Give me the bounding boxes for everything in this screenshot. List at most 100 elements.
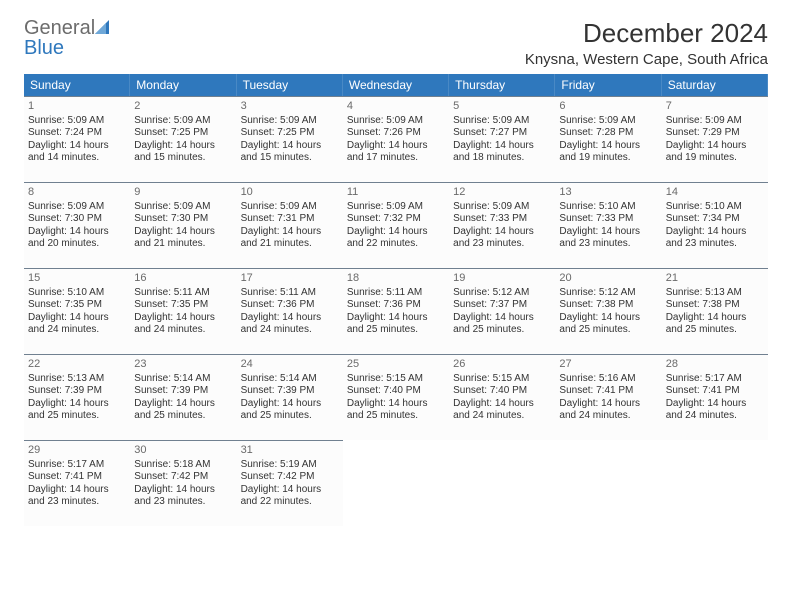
sunrise-line: Sunrise: 5:14 AM [241, 373, 339, 386]
sunrise-line: Sunrise: 5:09 AM [453, 115, 551, 128]
weekday-header: Thursday [449, 74, 555, 96]
weekday-header: Friday [555, 74, 661, 96]
weekday-header: Saturday [662, 74, 768, 96]
day-number: 17 [241, 272, 339, 286]
day-number: 22 [28, 358, 126, 372]
sunset-line: Sunset: 7:28 PM [559, 127, 657, 140]
sunrise-line: Sunrise: 5:09 AM [347, 115, 445, 128]
day-cell: 23Sunrise: 5:14 AMSunset: 7:39 PMDayligh… [130, 354, 236, 440]
daylight-line: Daylight: 14 hours and 15 minutes. [241, 140, 339, 165]
day-number: 5 [453, 100, 551, 114]
sunset-line: Sunset: 7:36 PM [241, 299, 339, 312]
sunset-line: Sunset: 7:41 PM [666, 385, 764, 398]
sunrise-line: Sunrise: 5:17 AM [28, 459, 126, 472]
day-cell: 16Sunrise: 5:11 AMSunset: 7:35 PMDayligh… [130, 268, 236, 354]
sunset-line: Sunset: 7:30 PM [28, 213, 126, 226]
day-cell: 3Sunrise: 5:09 AMSunset: 7:25 PMDaylight… [237, 96, 343, 182]
day-number: 31 [241, 444, 339, 458]
month-title: December 2024 [525, 18, 768, 49]
daylight-line: Daylight: 14 hours and 19 minutes. [666, 140, 764, 165]
daylight-line: Daylight: 14 hours and 25 minutes. [347, 398, 445, 423]
day-number: 6 [559, 100, 657, 114]
sunrise-line: Sunrise: 5:09 AM [666, 115, 764, 128]
daylight-line: Daylight: 14 hours and 24 minutes. [666, 398, 764, 423]
sunset-line: Sunset: 7:39 PM [28, 385, 126, 398]
sunrise-line: Sunrise: 5:09 AM [559, 115, 657, 128]
day-cell: 29Sunrise: 5:17 AMSunset: 7:41 PMDayligh… [24, 440, 130, 526]
day-number: 29 [28, 444, 126, 458]
sunset-line: Sunset: 7:25 PM [241, 127, 339, 140]
sunrise-line: Sunrise: 5:11 AM [241, 287, 339, 300]
sunrise-line: Sunrise: 5:09 AM [134, 201, 232, 214]
daylight-line: Daylight: 14 hours and 18 minutes. [453, 140, 551, 165]
sunrise-line: Sunrise: 5:13 AM [28, 373, 126, 386]
day-cell: 26Sunrise: 5:15 AMSunset: 7:40 PMDayligh… [449, 354, 555, 440]
daylight-line: Daylight: 14 hours and 21 minutes. [241, 226, 339, 251]
weekday-header: Sunday [24, 74, 130, 96]
day-cell: 28Sunrise: 5:17 AMSunset: 7:41 PMDayligh… [662, 354, 768, 440]
sunrise-line: Sunrise: 5:09 AM [241, 201, 339, 214]
sunset-line: Sunset: 7:40 PM [347, 385, 445, 398]
sunrise-line: Sunrise: 5:09 AM [28, 201, 126, 214]
sunset-line: Sunset: 7:30 PM [134, 213, 232, 226]
daylight-line: Daylight: 14 hours and 14 minutes. [28, 140, 126, 165]
daylight-line: Daylight: 14 hours and 24 minutes. [134, 312, 232, 337]
day-number: 9 [134, 186, 232, 200]
sunset-line: Sunset: 7:24 PM [28, 127, 126, 140]
brand-sail-icon [95, 17, 113, 39]
daylight-line: Daylight: 14 hours and 22 minutes. [241, 484, 339, 509]
day-number: 12 [453, 186, 551, 200]
daylight-line: Daylight: 14 hours and 23 minutes. [28, 484, 126, 509]
daylight-line: Daylight: 14 hours and 22 minutes. [347, 226, 445, 251]
sunset-line: Sunset: 7:41 PM [559, 385, 657, 398]
day-cell: 24Sunrise: 5:14 AMSunset: 7:39 PMDayligh… [237, 354, 343, 440]
sunrise-line: Sunrise: 5:19 AM [241, 459, 339, 472]
empty-cell [555, 440, 661, 526]
sunrise-line: Sunrise: 5:09 AM [241, 115, 339, 128]
day-cell: 20Sunrise: 5:12 AMSunset: 7:38 PMDayligh… [555, 268, 661, 354]
sunrise-line: Sunrise: 5:09 AM [134, 115, 232, 128]
brand-logo: General Blue [24, 18, 113, 58]
daylight-line: Daylight: 14 hours and 24 minutes. [559, 398, 657, 423]
sunrise-line: Sunrise: 5:14 AM [134, 373, 232, 386]
day-number: 18 [347, 272, 445, 286]
sunset-line: Sunset: 7:25 PM [134, 127, 232, 140]
sunset-line: Sunset: 7:35 PM [28, 299, 126, 312]
day-cell: 19Sunrise: 5:12 AMSunset: 7:37 PMDayligh… [449, 268, 555, 354]
daylight-line: Daylight: 14 hours and 25 minutes. [347, 312, 445, 337]
sunrise-line: Sunrise: 5:17 AM [666, 373, 764, 386]
daylight-line: Daylight: 14 hours and 24 minutes. [453, 398, 551, 423]
day-cell: 2Sunrise: 5:09 AMSunset: 7:25 PMDaylight… [130, 96, 236, 182]
sunset-line: Sunset: 7:36 PM [347, 299, 445, 312]
weekday-header: Tuesday [237, 74, 343, 96]
day-cell: 25Sunrise: 5:15 AMSunset: 7:40 PMDayligh… [343, 354, 449, 440]
daylight-line: Daylight: 14 hours and 20 minutes. [28, 226, 126, 251]
daylight-line: Daylight: 14 hours and 25 minutes. [559, 312, 657, 337]
sunrise-line: Sunrise: 5:09 AM [347, 201, 445, 214]
brand-word-1: General [24, 17, 95, 39]
sunrise-line: Sunrise: 5:10 AM [559, 201, 657, 214]
sunrise-line: Sunrise: 5:10 AM [666, 201, 764, 214]
day-number: 7 [666, 100, 764, 114]
day-cell: 21Sunrise: 5:13 AMSunset: 7:38 PMDayligh… [662, 268, 768, 354]
day-number: 13 [559, 186, 657, 200]
sunrise-line: Sunrise: 5:16 AM [559, 373, 657, 386]
sunrise-line: Sunrise: 5:12 AM [453, 287, 551, 300]
sunset-line: Sunset: 7:41 PM [28, 471, 126, 484]
day-number: 27 [559, 358, 657, 372]
day-number: 30 [134, 444, 232, 458]
daylight-line: Daylight: 14 hours and 21 minutes. [134, 226, 232, 251]
sunrise-line: Sunrise: 5:13 AM [666, 287, 764, 300]
day-cell: 8Sunrise: 5:09 AMSunset: 7:30 PMDaylight… [24, 182, 130, 268]
daylight-line: Daylight: 14 hours and 24 minutes. [28, 312, 126, 337]
sunset-line: Sunset: 7:42 PM [241, 471, 339, 484]
day-cell: 14Sunrise: 5:10 AMSunset: 7:34 PMDayligh… [662, 182, 768, 268]
sunset-line: Sunset: 7:26 PM [347, 127, 445, 140]
sunrise-line: Sunrise: 5:18 AM [134, 459, 232, 472]
daylight-line: Daylight: 14 hours and 25 minutes. [453, 312, 551, 337]
daylight-line: Daylight: 14 hours and 24 minutes. [241, 312, 339, 337]
day-number: 26 [453, 358, 551, 372]
sunrise-line: Sunrise: 5:09 AM [453, 201, 551, 214]
daylight-line: Daylight: 14 hours and 25 minutes. [28, 398, 126, 423]
day-number: 19 [453, 272, 551, 286]
